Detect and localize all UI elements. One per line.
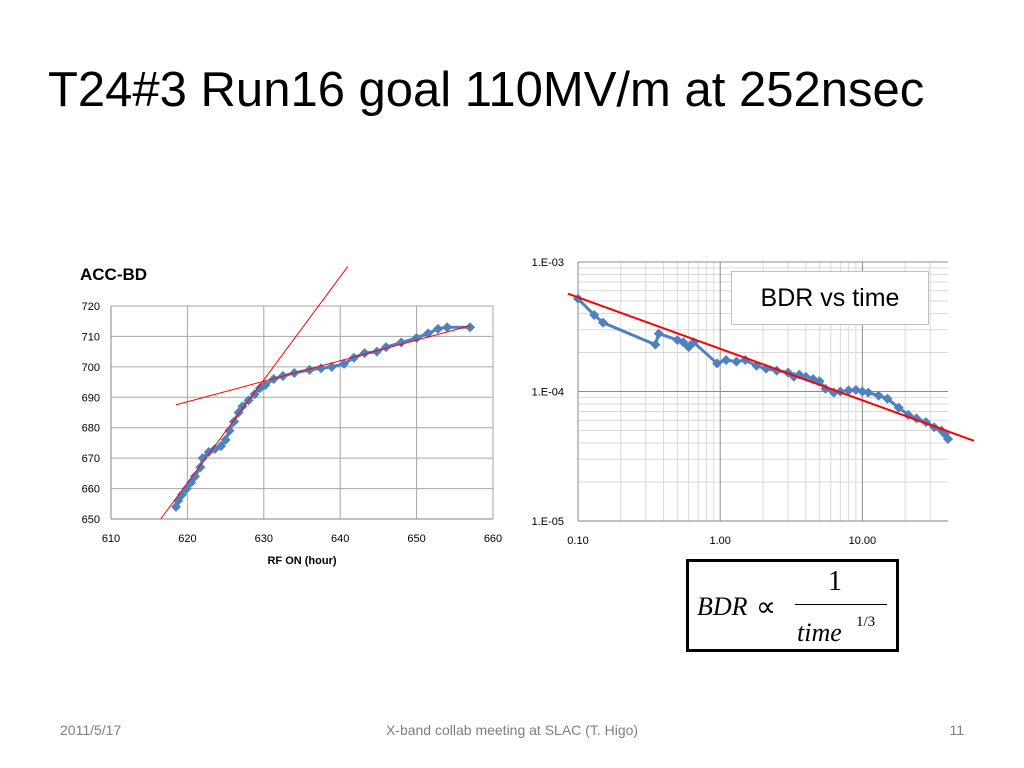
data-point: [863, 387, 874, 398]
data-point: [712, 358, 723, 369]
data-point: [598, 317, 609, 328]
data-point: [304, 364, 315, 375]
x-tick-label: 610: [102, 533, 120, 545]
data-point: [873, 390, 884, 401]
data-point: [220, 434, 231, 445]
formula-numerator: 1: [828, 566, 842, 597]
y-tick-label: 650: [82, 514, 100, 526]
data-point: [216, 440, 227, 451]
y-tick-label: 660: [82, 484, 100, 496]
data-point: [432, 323, 443, 334]
data-point: [721, 355, 732, 366]
x-tick-label: 0.10: [567, 535, 588, 547]
data-point: [423, 328, 434, 339]
x-tick-label: 620: [178, 533, 196, 545]
data-point: [893, 402, 904, 413]
y-tick-label: 710: [82, 331, 100, 343]
x-tick-label: 640: [331, 533, 349, 545]
fit-line: [567, 292, 975, 442]
x-tick-label: 10.00: [849, 535, 877, 547]
y-tick-label: 1.E-04: [532, 387, 564, 399]
formula-lhs: BDR: [697, 592, 748, 621]
data-point: [843, 385, 854, 396]
data-point: [197, 453, 208, 464]
bdr-vs-time-label-box: BDR vs time: [731, 271, 929, 325]
y-tick-label: 720: [82, 301, 100, 313]
chart-title: ACC-BD: [80, 265, 147, 284]
data-point: [260, 380, 271, 391]
data-point: [396, 337, 407, 348]
data-point: [190, 471, 201, 482]
acc-bd-chart: 610 620 630 640 650 660 650 660 670 680 690 700 710 7…: [80, 265, 502, 567]
x-axis-label: RF ON (hour): [267, 555, 336, 567]
data-point: [195, 462, 206, 473]
fit-line: [175, 325, 471, 406]
data-point: [224, 425, 235, 436]
x-tick-label: 650: [407, 533, 425, 545]
data-point: [678, 337, 689, 348]
x-tick-label: 630: [255, 533, 273, 545]
formula-denominator: time: [797, 618, 842, 647]
x-tick-label: 1.00: [709, 535, 730, 547]
slide-title: T24#3 Run16 goal 110MV/m at 252nsec: [48, 63, 925, 117]
y-tick-label: 690: [82, 392, 100, 404]
data-point: [731, 356, 742, 367]
data-point: [371, 346, 382, 357]
data-point: [339, 358, 350, 369]
formula-fraction-bar: [795, 604, 887, 605]
footer-date: 2011/5/17: [60, 722, 122, 738]
data-point: [316, 363, 327, 374]
y-tick-label: 1.E-05: [532, 516, 564, 528]
footer-center: X-band collab meeting at SLAC (T. Higo): [385, 722, 639, 738]
data-point: [589, 309, 600, 320]
y-tick-label: 680: [82, 423, 100, 435]
series-line: [174, 325, 471, 508]
y-tick-label: 1.E-03: [532, 257, 564, 269]
fit-line: [160, 266, 349, 520]
data-point: [381, 342, 392, 353]
data-point: [237, 401, 248, 412]
data-point: [943, 433, 953, 444]
bdr-vs-time-label: BDR vs time: [760, 283, 900, 312]
data-point: [348, 352, 359, 363]
formula-proportional-symbol: ∝: [756, 592, 777, 623]
data-point: [650, 339, 661, 350]
x-tick-label: 660: [484, 533, 502, 545]
data-point: [181, 483, 192, 494]
formula-exponent: 1/3: [856, 614, 876, 630]
data-point: [249, 389, 260, 400]
data-point: [359, 348, 370, 359]
data-point: [442, 322, 453, 333]
y-tick-label: 700: [82, 362, 100, 374]
data-point: [177, 489, 188, 500]
bdr-formula-box: BDR ∝ 1 time 1/3: [686, 559, 899, 652]
data-point: [882, 393, 893, 404]
y-tick-label: 670: [82, 453, 100, 465]
data-point: [326, 361, 337, 372]
data-point: [465, 322, 476, 333]
data-point: [653, 328, 664, 339]
footer-page-number: 11: [949, 722, 964, 738]
